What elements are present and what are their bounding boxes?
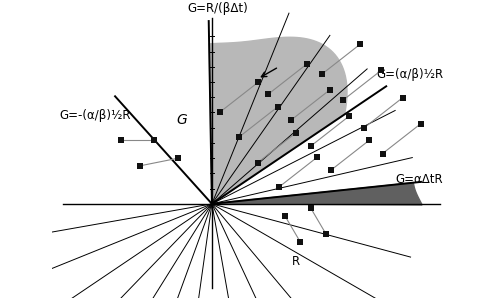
Text: G=(α/β)½R: G=(α/β)½R xyxy=(376,68,444,81)
Text: G=R/(βΔt): G=R/(βΔt) xyxy=(188,2,248,15)
Text: R: R xyxy=(292,255,300,268)
Text: G: G xyxy=(176,113,187,127)
Polygon shape xyxy=(209,37,347,204)
Polygon shape xyxy=(212,183,422,205)
Text: G=αΔtR: G=αΔtR xyxy=(396,173,444,186)
Text: G=-(α/β)½R: G=-(α/β)½R xyxy=(60,109,131,122)
